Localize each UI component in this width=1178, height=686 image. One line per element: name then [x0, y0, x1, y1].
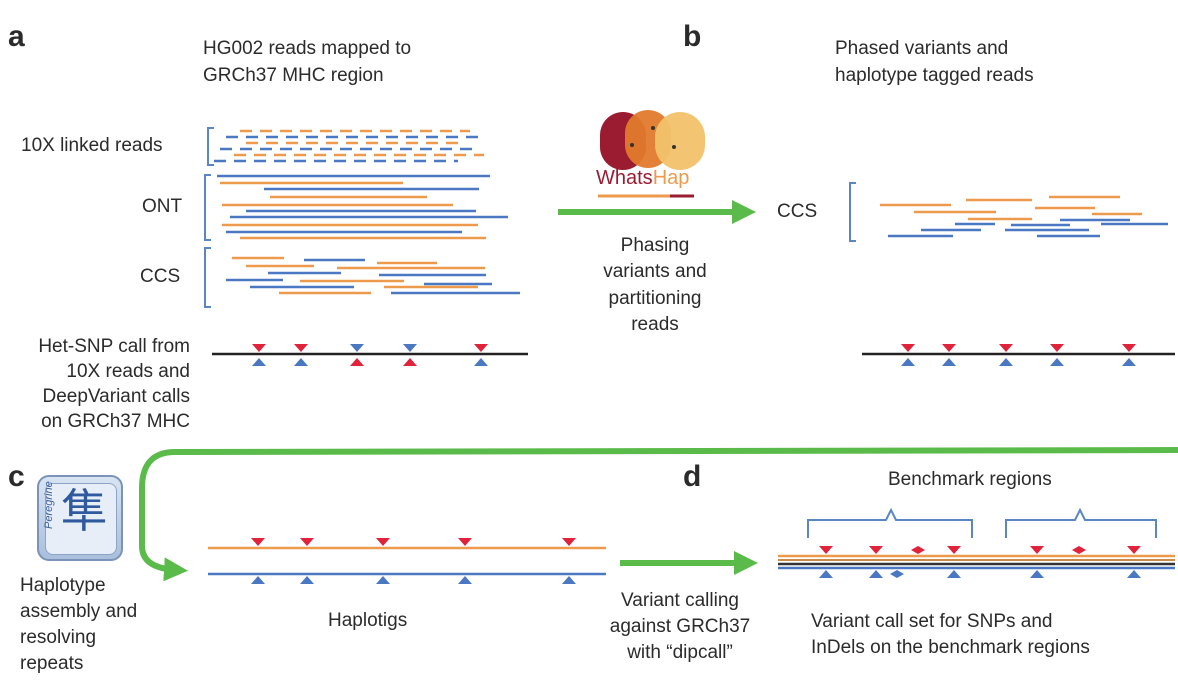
snp-marker-blue: [1050, 358, 1064, 366]
label-ont: ONT: [142, 196, 183, 217]
snp-marker-blue: [999, 358, 1013, 366]
brace-benchmark-1: [807, 507, 973, 538]
snp-marker-red: [1050, 344, 1064, 352]
snp-marker-red: [901, 344, 915, 352]
bracket-ccs: [204, 247, 211, 308]
het-snp-line2: 10X reads and: [66, 361, 190, 382]
snp-marker-blue: [562, 576, 576, 584]
reads-ont: [217, 174, 508, 240]
reads-10x-linked: [214, 129, 486, 163]
snp-marker-red: [403, 358, 417, 366]
variant-call-track: [778, 546, 1175, 578]
panel-label-a: a: [8, 20, 25, 53]
snp-marker-blue: [1122, 358, 1136, 366]
panel-label-d: d: [683, 460, 702, 493]
variant-calling-line2: against GRCh37: [609, 616, 751, 637]
snp-marker-blue: [1030, 570, 1044, 578]
snp-marker-red: [562, 538, 576, 546]
snp-marker-red: [458, 538, 472, 546]
snp-marker-red: [1122, 344, 1136, 352]
peregrine-logo-icon: Peregrine 隼: [37, 475, 123, 561]
snp-marker-red: [252, 344, 266, 352]
snp-marker-blue: [1127, 570, 1141, 578]
label-10x-linked-reads: 10X linked reads: [21, 135, 163, 156]
benchmark-braces: [807, 507, 1157, 538]
haplotigs-label: Haplotigs: [328, 610, 408, 631]
panel-a-title-line2: GRCh37 MHC region: [203, 65, 384, 86]
snp-marker-blue: [252, 358, 266, 366]
panel-b-title-line2: haplotype tagged reads: [835, 65, 1034, 86]
bracket-10x: [207, 127, 214, 166]
snp-marker-red: [819, 546, 833, 554]
assembly-desc-line4: repeats: [20, 653, 84, 674]
het-snp-track-a: [212, 344, 528, 366]
snp-marker-blue: [819, 570, 833, 578]
phasing-step-line3: partitioning: [608, 288, 702, 309]
panel-d-desc-line2: InDels on the benchmark regions: [811, 637, 1090, 658]
snp-marker-red: [1030, 546, 1044, 554]
het-snp-line3: DeepVariant calls: [42, 386, 190, 407]
snp-marker-blue: [300, 576, 314, 584]
whatshap-logo-part1: Whats: [596, 167, 653, 189]
panel-a-title-line1: HG002 reads mapped to: [203, 38, 412, 59]
snp-marker-blue: [251, 576, 265, 584]
snp-marker-blue: [376, 576, 390, 584]
indel-marker-red: [1072, 546, 1086, 554]
brace-benchmark-2: [1005, 507, 1157, 538]
snp-marker-red: [350, 358, 364, 366]
snp-marker-red: [999, 344, 1013, 352]
reads-brackets-a: [204, 127, 214, 308]
snp-marker-red: [947, 546, 961, 554]
whatshap-logo-part2: Hap: [652, 167, 690, 189]
snp-marker-blue: [942, 358, 956, 366]
benchmark-regions-label: Benchmark regions: [888, 469, 1052, 490]
phasing-step-line4: reads: [631, 314, 679, 335]
assembly-desc-line2: assembly and: [20, 601, 138, 622]
label-ccs-a: CCS: [140, 266, 181, 287]
indel-marker-red: [911, 546, 925, 554]
panel-label-b: b: [683, 20, 702, 53]
whatshap-logo-text: WhatsHap: [596, 167, 689, 189]
het-snp-line4: on GRCh37 MHC: [41, 411, 190, 432]
snp-marker-blue: [350, 344, 364, 352]
het-snp-line1: Het-SNP call from: [38, 336, 190, 357]
snp-marker-blue: [901, 358, 915, 366]
phasing-step-line1: Phasing: [620, 235, 690, 256]
snp-marker-red: [869, 546, 883, 554]
snp-marker-red: [294, 344, 308, 352]
panel-d-desc-line1: Variant call set for SNPs and: [811, 611, 1053, 632]
snp-marker-red: [474, 344, 488, 352]
snp-marker-blue: [403, 344, 417, 352]
snp-marker-blue: [458, 576, 472, 584]
snp-marker-red: [251, 538, 265, 546]
snp-marker-blue: [474, 358, 488, 366]
reads-ccs-b: [880, 195, 1168, 238]
peregrine-logo-glyph: 隼: [61, 484, 107, 538]
assembly-desc-line1: Haplotype: [20, 575, 106, 596]
snp-marker-red: [300, 538, 314, 546]
panel-label-c: c: [8, 460, 25, 493]
label-ccs-b: CCS: [777, 201, 818, 222]
panel-b-title-line1: Phased variants and: [835, 38, 1009, 59]
bracket-ccs-b: [849, 182, 856, 242]
reads-ccs-a: [226, 256, 520, 295]
variant-calling-line1: Variant calling: [621, 590, 739, 611]
snp-marker-red: [1127, 546, 1141, 554]
phasing-step-line2: variants and: [603, 261, 707, 282]
bracket-ont: [204, 174, 211, 241]
variant-calling-line3: with “dipcall”: [627, 642, 733, 663]
haplotigs-track: [208, 538, 606, 584]
assembly-desc-line3: resolving: [20, 627, 97, 648]
whatshap-logo-icon: [598, 110, 705, 198]
assembly-connector-arrow: [139, 447, 1178, 582]
indel-marker-blue: [890, 570, 904, 578]
snp-marker-red: [942, 344, 956, 352]
snp-marker-blue: [947, 570, 961, 578]
het-snp-track-b: [862, 344, 1175, 366]
snp-marker-blue: [869, 570, 883, 578]
snp-marker-blue: [294, 358, 308, 366]
snp-marker-red: [376, 538, 390, 546]
